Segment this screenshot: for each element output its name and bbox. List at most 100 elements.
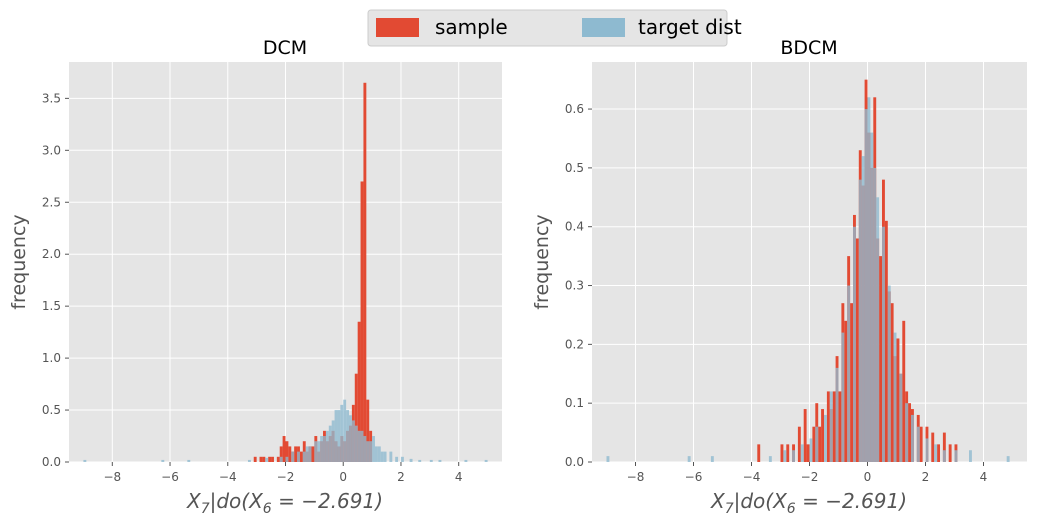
dcm-x-ticks: −8 −6 −4 −2 0 2 4 [103, 462, 463, 484]
dcm-x-tick-label: −4 [219, 470, 237, 484]
bdcm-panel: −8 −6 −4 −2 0 2 4 0.0 0.1 0.2 0.3 0.4 0.5 0.6 BDCM f… [531, 37, 1027, 517]
bdcm-target-bar [824, 414, 827, 462]
legend-label-target: target dist [638, 15, 742, 39]
bdcm-sample-bar [780, 444, 784, 462]
dcm-x-axis-label: X7|do(X6 = −2.691) [186, 489, 383, 517]
dcm-target-bar [395, 456, 399, 462]
bdcm-y-ticks: 0.0 0.1 0.2 0.3 0.4 0.5 0.6 [565, 102, 592, 469]
dcm-y-axis-label: frequency [8, 214, 30, 309]
bdcm-title: BDCM [780, 37, 837, 59]
bdcm-sample-bar [902, 320, 906, 462]
dcm-target-bar [279, 456, 283, 462]
dcm-target-bar [343, 399, 347, 462]
dcm-target-bar [429, 459, 433, 462]
dcm-sample-bar [253, 456, 257, 462]
bdcm-target-bar [867, 97, 871, 462]
dcm-sample-bar [262, 456, 266, 462]
dcm-target-bar [363, 436, 367, 462]
bdcm-sample-bar [821, 409, 824, 462]
dcm-target-bar [349, 415, 352, 462]
dcm-sample-bar [299, 451, 303, 462]
bdcm-y-tick-label: 0.4 [565, 220, 584, 234]
bdcm-sample-bar [838, 391, 842, 462]
bdcm-target-bar [942, 450, 946, 462]
dcm-sample-bar [279, 446, 283, 462]
dcm-target-bar [380, 451, 384, 462]
bdcm-target-bar [911, 414, 914, 462]
bdcm-target-bar [887, 285, 891, 462]
bdcm-target-bar [853, 226, 856, 462]
dcm-target-bar [317, 441, 321, 462]
dcm-target-bar [383, 451, 387, 462]
legend-swatch-sample [376, 18, 419, 37]
bdcm-target-bar [873, 167, 877, 462]
dcm-target-bar [331, 420, 335, 462]
bdcm-target-bar [954, 450, 958, 462]
bdcm-sample-bar [850, 303, 853, 462]
legend: sample target dist [367, 9, 742, 47]
dcm-target-bar [83, 459, 87, 462]
dcm-target-bar [320, 436, 324, 462]
dcm-sample-bar [363, 82, 367, 462]
dcm-target-bar [484, 459, 488, 462]
bdcm-sample-bar [890, 303, 894, 462]
dcm-target-bar [354, 425, 358, 462]
dcm-target-bar [323, 436, 326, 462]
dcm-target-bar [366, 441, 370, 462]
dcm-target-bar [328, 425, 332, 462]
dcm-y-tick-label: 0.0 [42, 455, 61, 469]
bdcm-sample-bar [855, 238, 859, 462]
dcm-y-ticks: 0.0 0.5 1.0 1.5 2.0 2.5 3.0 3.5 [42, 91, 69, 469]
dcm-target-bar [360, 430, 364, 462]
dcm-title: DCM [263, 37, 307, 59]
dcm-x-tick-label: 2 [397, 470, 405, 484]
dcm-sample-bar [288, 446, 292, 462]
dcm-target-bar [325, 430, 329, 462]
dcm-sample-bar [271, 456, 274, 462]
dcm-target-bar [346, 410, 350, 462]
bdcm-x-ticks: −8 −6 −4 −2 0 2 4 [627, 462, 987, 484]
bdcm-sample-bar [908, 403, 911, 462]
bdcm-y-tick-label: 0.6 [565, 102, 584, 116]
bdcm-sample-bar [937, 444, 940, 462]
dcm-target-bar [340, 404, 344, 462]
bdcm-target-bar [809, 438, 813, 462]
dcm-target-bar [389, 451, 393, 462]
bdcm-target-bar [606, 456, 610, 462]
dcm-x-tick-label: 0 [339, 470, 347, 484]
dcm-y-tick-label: 1.5 [42, 299, 61, 313]
dcm-target-bar [357, 430, 361, 462]
bdcm-target-bar [835, 367, 839, 462]
bdcm-target-bar [916, 426, 920, 462]
dcm-sample-bar [276, 456, 280, 462]
bdcm-target-bar [870, 132, 874, 462]
dcm-target-bar [305, 446, 309, 462]
bdcm-sample-bar [884, 220, 888, 462]
bdcm-x-tick-label: −6 [685, 470, 703, 484]
bdcm-sample-bar [803, 409, 807, 462]
legend-label-sample: sample [435, 15, 508, 39]
dcm-x-tick-label: −6 [161, 470, 179, 484]
bdcm-y-tick-label: 0.3 [565, 279, 584, 293]
bdcm-target-bar [864, 109, 868, 462]
bdcm-x-tick-label: −8 [627, 470, 645, 484]
dcm-target-bar [400, 456, 404, 462]
bdcm-y-axis-label: frequency [531, 214, 553, 309]
dcm-target-bar [161, 459, 165, 462]
dcm-target-bar [438, 459, 442, 462]
bdcm-sample-bar [757, 444, 761, 462]
bdcm-sample-bar [826, 391, 830, 462]
dcm-target-bar [187, 459, 191, 462]
bdcm-x-tick-label: 0 [864, 470, 872, 484]
dcm-target-bar [314, 441, 318, 462]
dcm-target-bar [297, 451, 300, 462]
dcm-x-tick-label: 4 [455, 470, 463, 484]
dcm-target-bar [291, 451, 295, 462]
dcm-sample-bar [357, 321, 361, 462]
bdcm-target-bar [847, 285, 851, 462]
bdcm-target-bar [800, 444, 804, 462]
dcm-y-tick-label: 2.5 [42, 195, 61, 209]
bdcm-target-bar [861, 156, 865, 462]
dcm-target-bar [464, 459, 468, 462]
